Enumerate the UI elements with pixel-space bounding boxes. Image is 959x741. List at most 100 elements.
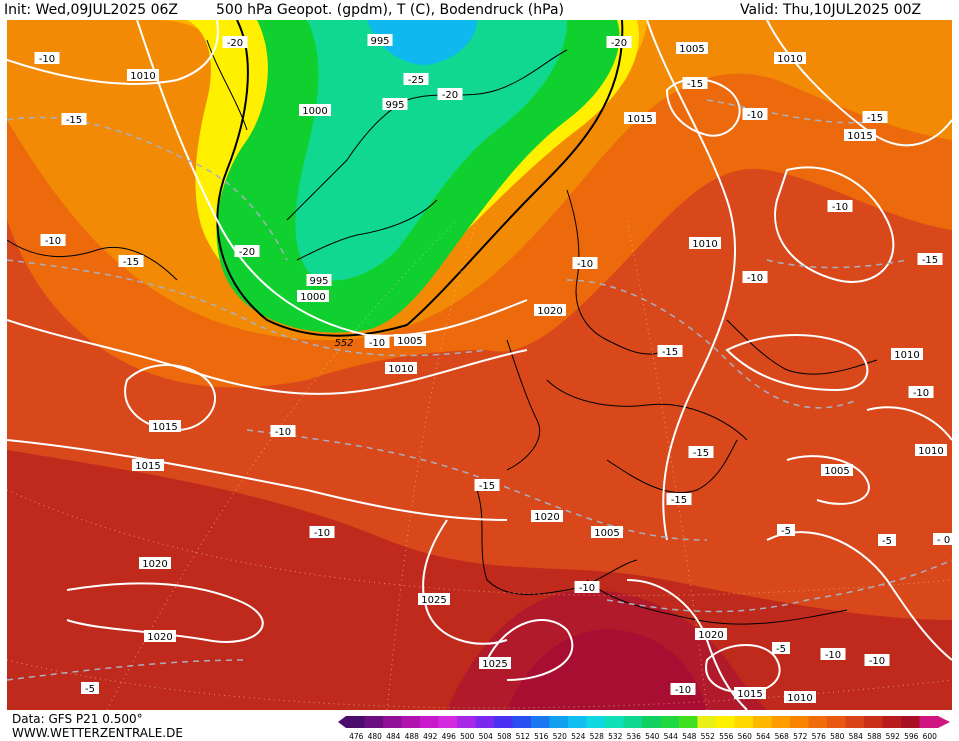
temperature-label-text: -10 <box>369 338 385 349</box>
temperature-label-box <box>657 345 683 357</box>
pressure-label-text: 1005 <box>679 44 704 55</box>
pressure-label-text: 1010 <box>787 693 812 704</box>
temperature-label: -15 <box>61 113 87 126</box>
pressure-label-box <box>479 657 511 669</box>
pressure-label-box <box>734 687 766 699</box>
temperature-label: -15 <box>666 493 692 506</box>
pressure-label-box <box>385 362 417 374</box>
legend-tick-label: 588 <box>867 732 882 741</box>
temperature-label-box <box>777 524 795 536</box>
temperature-label: -10 <box>864 654 890 667</box>
pressure-label: 1010 <box>774 52 806 65</box>
temperature-label-text: -10 <box>869 656 885 667</box>
temperature-label-text: -10 <box>825 650 841 661</box>
pressure-label-text: 1010 <box>388 364 413 375</box>
temperature-label: -15 <box>682 77 708 90</box>
legend-swatch <box>623 716 643 728</box>
legend-swatch <box>549 716 569 728</box>
legend-tick-label: 552 <box>701 732 716 741</box>
legend-tick-label: 504 <box>479 732 494 741</box>
weather-map: 995 1010 1005 1010 1000 995 1015 1015 1010 995 100… <box>7 20 952 710</box>
temperature-label-box <box>474 479 500 491</box>
temperature-label-text: -20 <box>442 90 458 101</box>
temperature-label: -20 <box>234 245 260 258</box>
pressure-label: 1020 <box>534 304 566 317</box>
temperature-label: -15 <box>118 255 144 268</box>
legend-tick-label: 600 <box>923 732 938 741</box>
legend-swatch <box>827 716 846 728</box>
legend-swatch <box>475 716 495 728</box>
temperature-label: -5 <box>772 642 790 655</box>
data-source-label: Data: GFS P21 0.500° <box>12 712 143 726</box>
pressure-label: 1020 <box>695 628 727 641</box>
pressure-label: 1005 <box>676 42 708 55</box>
temperature-label-text: -15 <box>123 257 139 268</box>
pressure-label: 1010 <box>891 348 923 361</box>
pressure-label: 1000 <box>299 104 331 117</box>
legend-right-arrow <box>938 716 950 728</box>
pressure-label-text: 1015 <box>737 689 762 700</box>
legend-tick-label: 508 <box>497 732 512 741</box>
temperature-label-text: -15 <box>479 481 495 492</box>
pressure-label-box <box>297 290 329 302</box>
temperature-label-text: -20 <box>239 247 255 258</box>
pressure-label-text: 1000 <box>300 292 325 303</box>
legend-swatch <box>753 716 772 728</box>
legend-swatch <box>679 716 698 728</box>
temperature-label: -10 <box>670 683 696 696</box>
legend-swatch <box>401 716 421 728</box>
legend-swatch <box>771 716 791 728</box>
temperature-label: -10 <box>309 526 335 539</box>
legend-tick-label: 532 <box>608 732 623 741</box>
temperature-label-box <box>81 682 99 694</box>
temperature-label-text: -10 <box>39 54 55 65</box>
map-title: 500 hPa Geopot. (gpdm), T (C), Bodendruc… <box>216 2 564 18</box>
legend-swatch <box>531 716 550 728</box>
temperature-label: -20 <box>222 36 248 49</box>
temperature-label-box <box>682 77 708 89</box>
temperature-label-text: -10 <box>675 685 691 696</box>
temperature-label-text: -20 <box>227 38 243 49</box>
temperature-label-box <box>40 234 66 246</box>
pressure-label: 1010 <box>689 237 721 250</box>
temperature-label-box <box>941 533 952 545</box>
temperature-label-text: -15 <box>662 347 678 358</box>
temperature-label-text: -10 <box>579 583 595 594</box>
pressure-label-text: 1010 <box>777 54 802 65</box>
pressure-label: 1015 <box>734 687 766 700</box>
geopotential-maroon-core <box>507 629 707 710</box>
temperature-label: -10 <box>364 336 390 349</box>
height-contour-label: 552 <box>334 338 353 349</box>
pressure-label-box <box>821 464 853 476</box>
pressure-label-box <box>394 334 426 346</box>
temperature-label-box <box>234 245 260 257</box>
pressure-label: 1015 <box>149 420 181 433</box>
pressure-label: 1005 <box>821 464 853 477</box>
pressure-label-text: 1010 <box>894 350 919 361</box>
temperature-label-text: -15 <box>867 113 883 124</box>
temperature-label-box <box>222 36 248 48</box>
pressure-label-text: 1005 <box>397 336 422 347</box>
legend-swatch <box>494 716 513 728</box>
pressure-label-text: 1000 <box>302 106 327 117</box>
temperature-label-text: -15 <box>66 115 82 126</box>
temperature-label-text: -10 <box>314 528 330 539</box>
temperature-label-box <box>34 52 60 64</box>
temperature-label-box <box>862 111 888 123</box>
temperature-label-layer: -10 -15 -10 -20 -25 -20 -15 -10 -15 -10 -15 -10 -10 -… <box>34 36 952 696</box>
temperature-label: -15 <box>917 253 943 266</box>
pressure-label-box <box>144 630 176 642</box>
temperature-label-text: -15 <box>671 495 687 506</box>
temperature-label: -10 <box>820 648 846 661</box>
temperature-label-box <box>670 683 696 695</box>
pressure-label-text: 1005 <box>594 528 619 539</box>
pressure-label: 995 <box>367 34 393 47</box>
temperature-label-text: -10 <box>577 259 593 270</box>
legend-tick-label: 476 <box>349 732 364 741</box>
temperature-label-text: -25 <box>408 75 424 86</box>
pressure-label-text: 1025 <box>482 659 507 670</box>
legend-tick-label: 512 <box>516 732 531 741</box>
temperature-label: -25 <box>403 73 429 86</box>
height-contour-552 <box>216 20 408 337</box>
pressure-label-text: 995 <box>370 36 389 47</box>
